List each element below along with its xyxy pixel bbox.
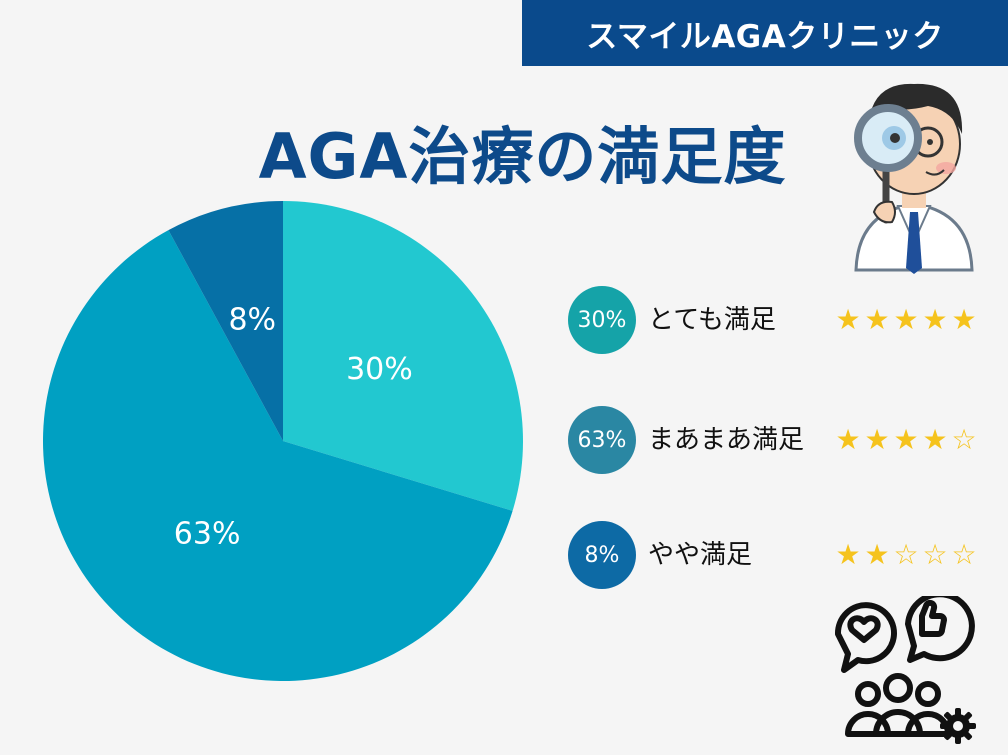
legend-label: やや満足 <box>648 540 753 570</box>
feedback-people-icon <box>834 596 976 744</box>
star-rating: ★ ★ ★ ★ ☆ <box>833 406 978 474</box>
pie-slice-0 <box>283 201 523 511</box>
pie-slice-1 <box>43 230 513 681</box>
star-filled-icon: ★ <box>835 423 860 456</box>
legend-label: とても満足 <box>648 305 776 335</box>
legend-item-very-satisfied: 30% とても満足 ★ ★ ★ ★ ★ <box>568 286 988 356</box>
star-filled-icon: ★ <box>951 303 976 336</box>
legend-badge: 30% <box>568 286 636 354</box>
star-rating: ★ ★ ★ ★ ★ <box>833 286 978 354</box>
legend-item-somewhat-satisfied: 8% やや満足 ★ ★ ☆ ☆ ☆ <box>568 521 988 591</box>
page-title: AGA治療の満足度 <box>258 120 787 193</box>
star-empty-icon: ☆ <box>922 538 947 571</box>
star-empty-icon: ☆ <box>893 538 918 571</box>
star-filled-icon: ★ <box>835 538 860 571</box>
star-rating: ★ ★ ☆ ☆ ☆ <box>833 521 978 589</box>
star-filled-icon: ★ <box>922 303 947 336</box>
star-empty-icon: ☆ <box>951 538 976 571</box>
pie-data-label: 30% <box>346 352 413 387</box>
pie-slices <box>43 201 523 681</box>
doctor-magnifier-icon <box>854 83 974 274</box>
pie-labels: 30% 63% 8% <box>174 303 413 552</box>
star-filled-icon: ★ <box>835 303 860 336</box>
star-filled-icon: ★ <box>864 538 889 571</box>
legend-badge: 8% <box>568 521 636 589</box>
star-empty-icon: ☆ <box>951 423 976 456</box>
star-filled-icon: ★ <box>864 423 889 456</box>
star-filled-icon: ★ <box>893 303 918 336</box>
legend-badge: 63% <box>568 406 636 474</box>
brand-banner: スマイルAGAクリニック <box>522 0 1008 66</box>
legend-item-fairly-satisfied: 63% まあまあ満足 ★ ★ ★ ★ ☆ <box>568 406 988 476</box>
pie-data-label: 8% <box>228 303 276 338</box>
star-filled-icon: ★ <box>864 303 889 336</box>
star-filled-icon: ★ <box>893 423 918 456</box>
legend-label: まあまあ満足 <box>648 425 805 455</box>
pie-slice-2 <box>168 201 283 441</box>
pie-data-label: 63% <box>174 516 241 551</box>
star-filled-icon: ★ <box>922 423 947 456</box>
brand-name: スマイルAGAクリニック <box>586 18 944 55</box>
